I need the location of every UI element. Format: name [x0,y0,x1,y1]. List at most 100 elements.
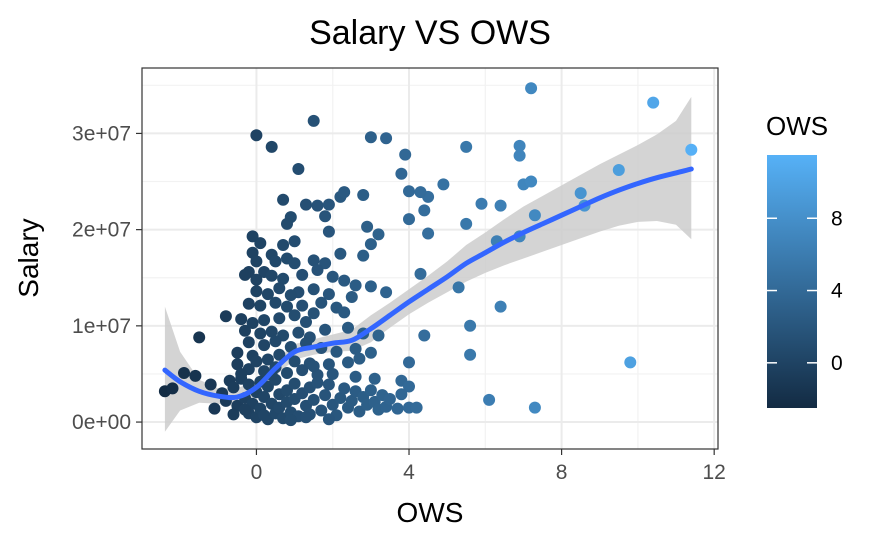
x-axis: 0 4 8 12 [251,449,726,484]
data-point [326,368,339,380]
data-point [269,255,282,268]
data-point [254,299,267,312]
data-point [357,249,370,262]
data-point [322,288,335,301]
data-point [422,227,435,240]
data-point [364,346,377,359]
data-point [277,239,290,251]
data-point [296,364,309,377]
data-point [418,204,431,217]
data-point [166,382,179,395]
data-point [349,342,362,355]
data-point [368,372,381,385]
data-point [399,148,412,161]
data-point [307,283,320,296]
data-point [231,346,244,359]
data-point [372,329,385,342]
data-point [269,296,282,309]
chart-title: Salary VS OWS [309,14,551,52]
data-point [414,186,427,199]
data-point [250,129,263,142]
data-point [265,140,278,153]
data-point [307,360,320,373]
data-point [277,272,290,285]
data-point [395,388,408,401]
legend-tick-label: 8 [831,207,843,230]
data-point [288,235,301,248]
data-point [258,339,271,352]
data-point [574,187,587,200]
data-point [219,310,232,323]
data-point [204,378,217,391]
data-point [349,279,362,292]
data-point [353,352,366,365]
data-point [513,139,526,152]
data-point [265,269,278,282]
data-point [494,199,507,212]
data-point [464,348,477,361]
data-point [277,193,290,206]
data-points [158,82,698,427]
legend-colorbar [767,155,817,408]
data-point [269,335,282,348]
data-point [372,228,385,241]
data-point [307,307,320,320]
data-point [242,336,255,349]
data-point [235,368,248,380]
data-point [231,358,244,371]
data-point [342,356,354,369]
data-point [418,329,431,342]
data-point [349,370,362,383]
data-point [284,414,297,427]
data-point [364,131,377,144]
data-point [345,291,358,303]
data-point [338,186,351,199]
data-point [208,402,221,415]
data-point [281,217,293,230]
data-point [483,393,496,406]
y-tick-label: 3e+07 [72,122,131,145]
data-point [300,198,312,211]
data-point [322,413,335,426]
data-point [334,392,347,404]
data-point [311,376,324,389]
data-point [300,411,312,424]
data-point [334,247,347,260]
data-point [403,185,415,198]
data-point [292,163,305,175]
data-point [307,254,320,267]
data-point [338,274,351,287]
data-point [235,313,248,326]
data-point [288,309,301,322]
data-point [322,198,335,211]
data-point [353,405,366,418]
data-point [612,164,625,176]
data-point [288,377,301,390]
x-tick-label: 0 [251,461,263,484]
data-point [528,209,541,222]
data-point [525,175,538,188]
data-point [403,213,415,226]
data-point [513,149,526,162]
data-point [342,321,354,334]
data-point [319,389,332,402]
data-point [364,280,377,293]
data-point [300,316,312,328]
data-point [239,324,251,337]
data-point [685,143,698,156]
data-point [258,409,271,422]
data-point [292,326,305,339]
data-point [239,403,251,416]
data-point [414,267,427,280]
data-point [250,285,263,298]
data-point [319,210,332,223]
data-point [242,297,255,310]
y-tick-label: 2e+07 [72,219,131,242]
data-point [273,348,286,361]
data-point [261,288,274,301]
data-point [380,132,393,145]
data-point [258,314,271,327]
data-point [273,312,286,325]
data-point [361,220,374,233]
data-point [364,238,377,251]
